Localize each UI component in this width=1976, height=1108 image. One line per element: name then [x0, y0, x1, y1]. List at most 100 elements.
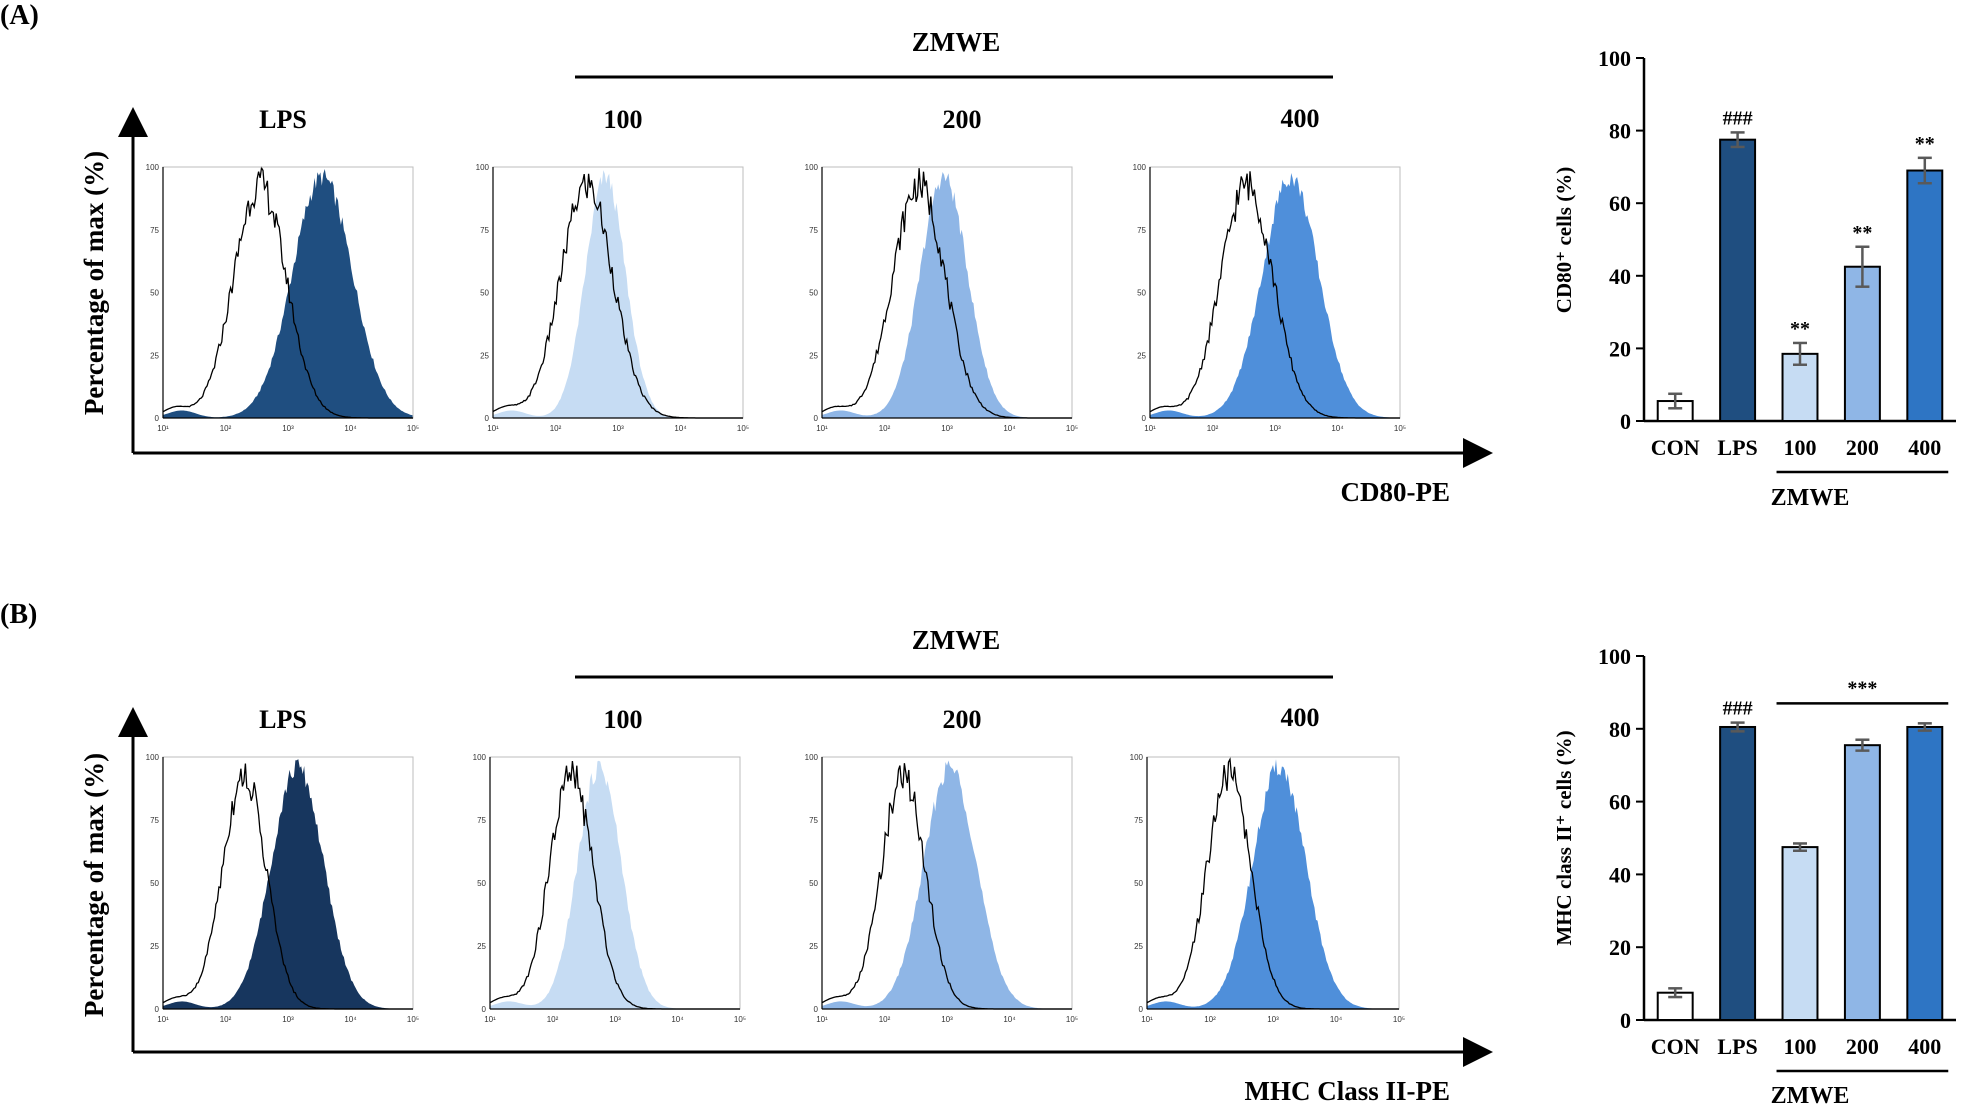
panel-b-histograms: LPS 0 25 50 75 100 10¹ 10² 10³ 10⁴ 10⁵ 100 0 25 50 7… [146, 703, 1405, 1024]
histogram-title: 400 [1281, 703, 1320, 732]
panel-b-label: (B) [0, 599, 37, 630]
stained-histogram [822, 760, 1072, 1009]
histogram-xtick: 10⁴ [344, 1015, 357, 1024]
histogram: LPS 0 25 50 75 100 10¹ 10² 10³ 10⁴ 10⁵ [146, 705, 419, 1024]
histogram-ytick: 0 [814, 414, 819, 423]
bar-category-label: 400 [1908, 435, 1941, 460]
histogram-ytick: 75 [1134, 816, 1143, 825]
histogram-title: 100 [604, 705, 643, 734]
panel-a-hist-frame: Percentage of max (%) CD80-PE [79, 107, 1493, 507]
panel-b-hist-ylabel: Percentage of max (%) [79, 753, 109, 1017]
histogram-ytick: 100 [805, 753, 819, 762]
panel-b-marker-label: MHC Class II-PE [1244, 1076, 1450, 1106]
bar [1843, 265, 1881, 422]
histogram: 100 0 25 50 75 100 10¹ 10² 10³ 10⁴ 10⁵ [473, 705, 746, 1024]
panel-a-marker-label: CD80-PE [1341, 477, 1451, 507]
histogram-ytick: 25 [809, 351, 818, 360]
significance-label: ** [1915, 133, 1935, 155]
histogram-title: 200 [943, 705, 982, 734]
histogram-xtick: 10² [1207, 424, 1219, 433]
bar-ytick-label: 40 [1609, 264, 1631, 289]
histogram-ytick: 50 [480, 289, 489, 298]
histogram-ytick: 0 [155, 1005, 160, 1014]
panel-b: (B) ZMWE Percentage of max (%) MHC Class… [0, 599, 1956, 1108]
histogram-xtick: 10² [550, 424, 562, 433]
histogram-xtick: 10⁴ [1331, 424, 1344, 433]
histogram-xtick: 10⁵ [407, 1015, 419, 1024]
histogram-xtick: 10² [879, 424, 891, 433]
histogram-ytick: 0 [1142, 414, 1147, 423]
histogram-ytick: 50 [809, 289, 818, 298]
significance-label: ** [1852, 222, 1872, 244]
bar-ytick-label: 0 [1620, 1008, 1631, 1033]
histogram-ytick: 25 [1134, 942, 1143, 951]
bar-ytick-label: 20 [1609, 336, 1631, 361]
bar-ytick-label: 40 [1609, 862, 1631, 887]
histogram-xtick: 10³ [282, 1015, 294, 1024]
histogram-xtick: 10¹ [157, 424, 169, 433]
histogram-ytick: 0 [155, 414, 160, 423]
bar-ytick-label: 80 [1609, 717, 1631, 742]
panel-a-hist-ylabel: Percentage of max (%) [79, 151, 109, 415]
histogram-ytick: 0 [1139, 1005, 1144, 1014]
panel-b-bar-zmwe-label: ZMWE [1771, 1083, 1850, 1108]
histogram-xtick: 10² [220, 1015, 232, 1024]
bar [1719, 725, 1757, 1021]
stained-histogram [822, 172, 1072, 418]
bar [1906, 725, 1944, 1021]
histogram-ytick: 25 [477, 942, 486, 951]
significance-label: ### [1723, 107, 1753, 129]
histogram-xtick: 10¹ [1144, 424, 1156, 433]
histogram-ytick: 50 [1134, 879, 1143, 888]
histogram-xtick: 10¹ [487, 424, 499, 433]
histogram-ytick: 75 [150, 816, 159, 825]
histogram-ytick: 0 [482, 1005, 487, 1014]
histogram-xtick: 10³ [1269, 424, 1281, 433]
histogram-xtick: 10⁴ [671, 1015, 684, 1024]
histogram-xtick: 10⁵ [407, 424, 419, 433]
histogram-ytick: 50 [1137, 289, 1146, 298]
stained-histogram [1147, 759, 1399, 1009]
bar-ytick-label: 20 [1609, 935, 1631, 960]
bar-category-label: LPS [1717, 435, 1757, 460]
histogram-ytick: 0 [485, 414, 490, 423]
histogram-xtick: 10³ [609, 1015, 621, 1024]
histogram-xtick: 10⁴ [344, 424, 357, 433]
panel-a-zmwe-label: ZMWE [912, 27, 1001, 57]
histogram-ytick: 100 [805, 163, 819, 172]
histogram-xtick: 10³ [612, 424, 624, 433]
histogram-xtick: 10¹ [157, 1015, 169, 1024]
bar [1719, 138, 1757, 423]
histogram: LPS 0 25 50 75 100 10¹ 10² 10³ 10⁴ 10⁵ [146, 105, 419, 433]
histogram: 400 0 25 50 75 100 10¹ 10² 10³ 10⁴ 10⁵ [1133, 104, 1406, 433]
histogram-xtick: 10¹ [816, 1015, 828, 1024]
histogram-ytick: 50 [150, 289, 159, 298]
bar-ytick-label: 100 [1598, 46, 1631, 71]
panel-b-zmwe-label: ZMWE [912, 625, 1001, 655]
bar [1906, 169, 1944, 422]
bar-category-label: 100 [1784, 435, 1817, 460]
panel-a-histograms: LPS 0 25 50 75 100 10¹ 10² 10³ 10⁴ 10⁵ 100 0 25 50 7… [146, 104, 1406, 433]
bar [1843, 744, 1881, 1021]
bar-ytick-label: 60 [1609, 790, 1631, 815]
histogram-ytick: 0 [814, 1005, 819, 1014]
histogram-xtick: 10³ [941, 424, 953, 433]
histogram-xtick: 10³ [941, 1015, 953, 1024]
histogram-ytick: 100 [1130, 753, 1144, 762]
bar-ytick-label: 80 [1609, 119, 1631, 144]
histogram-ytick: 75 [809, 816, 818, 825]
histogram-xtick: 10² [1204, 1015, 1216, 1024]
bar-category-label: 400 [1908, 1034, 1941, 1059]
stained-histogram [163, 169, 413, 418]
bar-ytick-label: 0 [1620, 409, 1631, 434]
histogram: 100 0 25 50 75 100 10¹ 10² 10³ 10⁴ 10⁵ [476, 105, 749, 433]
histogram-xtick: 10¹ [816, 424, 828, 433]
stained-histogram [490, 760, 740, 1009]
histogram-ytick: 25 [150, 942, 159, 951]
significance-label: ### [1723, 698, 1753, 720]
histogram-xtick: 10⁵ [737, 424, 749, 433]
bar-category-label: CON [1651, 1034, 1700, 1059]
histogram-xtick: 10² [547, 1015, 559, 1024]
stained-histogram [493, 170, 743, 418]
histogram-xtick: 10⁵ [1066, 424, 1078, 433]
